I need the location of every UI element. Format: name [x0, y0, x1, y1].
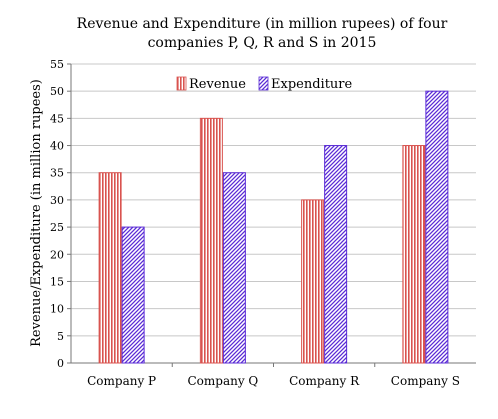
legend-swatch-revenue [176, 76, 187, 91]
y-tick-label: 55 [50, 58, 64, 71]
bar-revenue-company-r [301, 199, 325, 364]
x-category-label: Company P [87, 374, 156, 388]
bar-revenue-company-p [98, 172, 122, 364]
bar-expenditure-company-r [324, 145, 348, 364]
chart-title-line-2: companies P, Q, R and S in 2015 [148, 35, 377, 51]
legend-label-revenue: Revenue [189, 77, 246, 92]
y-tick-label: 10 [50, 303, 64, 316]
y-tick-labels: 0 5 10 15 20 25 30 35 40 45 50 55 [50, 58, 64, 370]
y-tick-label: 0 [57, 357, 64, 370]
y-tick-label: 30 [50, 194, 64, 207]
bar-expenditure-company-p [121, 226, 145, 364]
legend-swatch-expenditure [258, 76, 269, 91]
y-tick-label: 20 [50, 248, 64, 261]
chart-title-line-1: Revenue and Expenditure (in million rupe… [77, 16, 448, 32]
bars [98, 90, 449, 364]
x-category-labels: Company P Company Q Company R Company S [87, 374, 460, 388]
y-tick-label: 5 [57, 330, 64, 343]
x-category-label: Company Q [187, 374, 258, 388]
y-tick-label: 25 [50, 221, 64, 234]
bar-revenue-company-q [199, 117, 223, 364]
y-tick-label: 50 [50, 85, 64, 98]
y-tick-label: 40 [50, 140, 64, 153]
bar-expenditure-company-s [425, 90, 449, 364]
y-tick-label: 35 [50, 167, 64, 180]
legend: Revenue Expenditure [176, 76, 352, 92]
x-category-label: Company S [391, 374, 460, 388]
bar-revenue-company-s [402, 145, 426, 364]
y-tick-label: 15 [50, 275, 64, 288]
y-tick-label: 45 [50, 112, 64, 125]
bar-expenditure-company-q [222, 172, 246, 364]
x-category-label: Company R [289, 374, 360, 388]
y-axis-label: Revenue/Expenditure (in million rupees) [29, 79, 44, 347]
legend-label-expenditure: Expenditure [271, 77, 352, 92]
